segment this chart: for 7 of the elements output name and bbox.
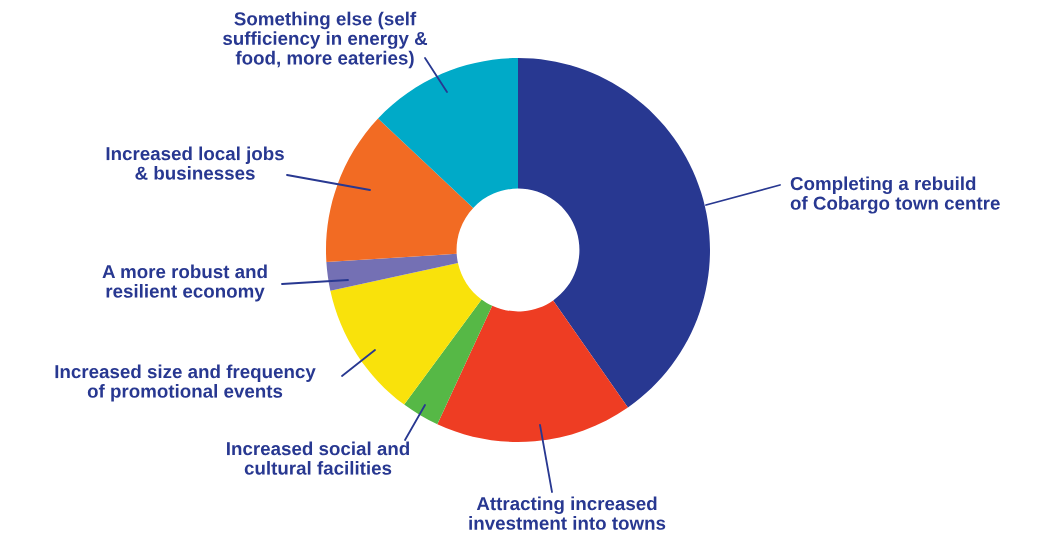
- slice-label: A more robust and resilient economy: [102, 264, 267, 302]
- slice-label: Increased social and cultural facilities: [227, 441, 409, 475]
- slice-label: Something else (self sufficiency in energy & food, more eateries): [223, 11, 428, 69]
- slice-label: Increased size and frequency of promotional events: [55, 364, 316, 402]
- slice-label: Attracting increased investment into towns: [469, 496, 666, 530]
- slice-label: Completing a rebuild of Cobargo town centre: [790, 176, 1000, 214]
- slice-label: Increased local jobs & businesses: [106, 146, 284, 180]
